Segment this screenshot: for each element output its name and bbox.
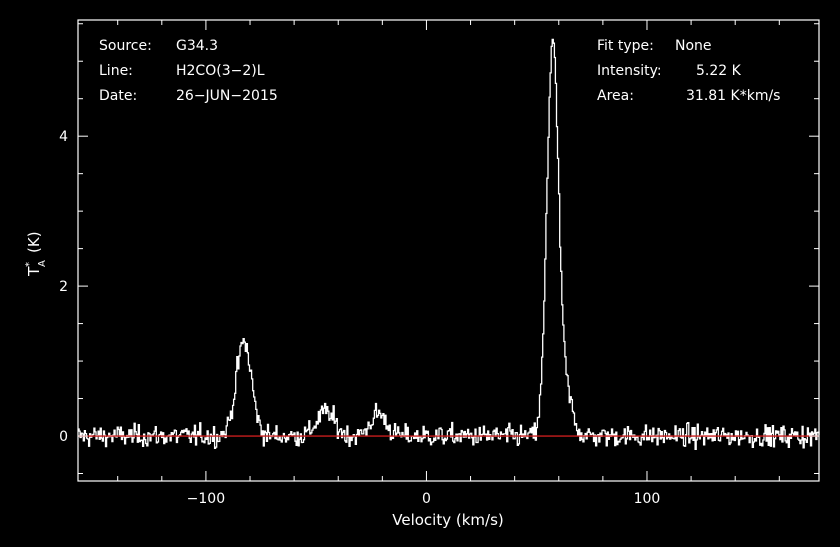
- area-label: Area:: [597, 88, 634, 104]
- axes-layer: −100 0 100 0 2 4: [59, 19, 820, 507]
- line-label: Line:: [99, 63, 133, 79]
- x-tick-label: 0: [422, 491, 431, 507]
- area-value: 31.81 K*km/s: [686, 88, 780, 104]
- intensity-value: 5.22 K: [696, 63, 742, 79]
- y-axis-label-unit: (K): [25, 231, 43, 253]
- x-tick-label: −100: [187, 491, 225, 507]
- intensity-label: Intensity:: [597, 63, 662, 79]
- y-axis-label-sub: A: [37, 260, 48, 267]
- fit-type-value: None: [675, 38, 712, 54]
- spectrum-layer: [78, 38, 820, 451]
- y-axis-label-sup: *: [24, 262, 35, 267]
- date-value: 26−JUN−2015: [176, 88, 278, 104]
- y-axis-label-main: T: [25, 266, 43, 277]
- x-tick-label: 100: [634, 491, 661, 507]
- x-axis-label: Velocity (km/s): [392, 511, 503, 529]
- plot-frame: [77, 19, 820, 482]
- source-value: G34.3: [176, 38, 218, 54]
- spectrum-line: [78, 38, 820, 451]
- line-value: H2CO(3−2)L: [176, 63, 265, 79]
- y-tick-label: 4: [59, 129, 68, 145]
- fit-type-label: Fit type:: [597, 38, 654, 54]
- y-axis-label: T * A (K): [24, 231, 48, 277]
- y-tick-label: 0: [59, 429, 68, 445]
- source-label: Source:: [99, 38, 152, 54]
- y-tick-label: 2: [59, 279, 68, 295]
- date-label: Date:: [99, 88, 137, 104]
